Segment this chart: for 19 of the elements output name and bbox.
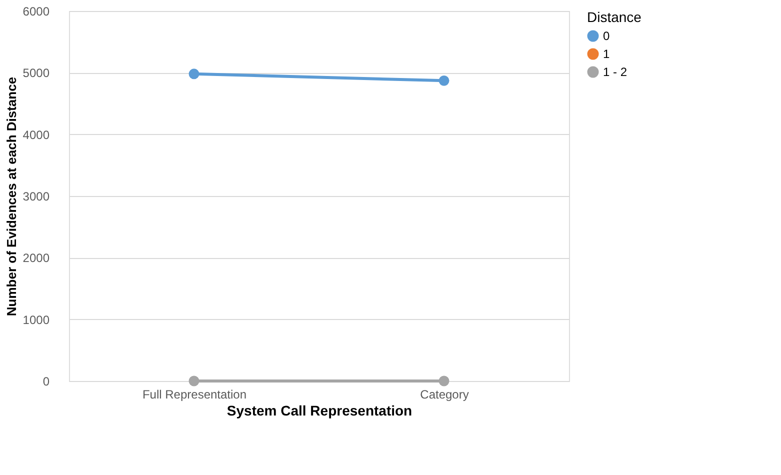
x-tick-label: Category <box>420 388 469 402</box>
y-tick-label: 5000 <box>22 66 50 80</box>
legend-title: Distance <box>587 9 642 25</box>
x-axis-title: System Call Representation <box>226 402 412 418</box>
x-tick-label: Full Representation <box>142 388 247 402</box>
point <box>438 376 450 386</box>
point <box>188 376 200 386</box>
y-tick-label: 2000 <box>22 251 50 266</box>
y-tick-label: 6000 <box>22 4 50 18</box>
y-tick-label: 0 <box>42 374 50 388</box>
legend-label: 0 <box>603 29 610 43</box>
point <box>438 75 450 86</box>
y-tick-label: 3000 <box>22 190 50 204</box>
point <box>188 68 200 80</box>
legend-label: 1 <box>603 47 610 61</box>
y-axis-title: Number of Evidences at each Distance <box>4 76 19 316</box>
y-tick-label: 4000 <box>22 128 50 142</box>
y-tick-label: 1000 <box>22 312 50 327</box>
legend-label: 1 - 2 <box>603 65 628 79</box>
